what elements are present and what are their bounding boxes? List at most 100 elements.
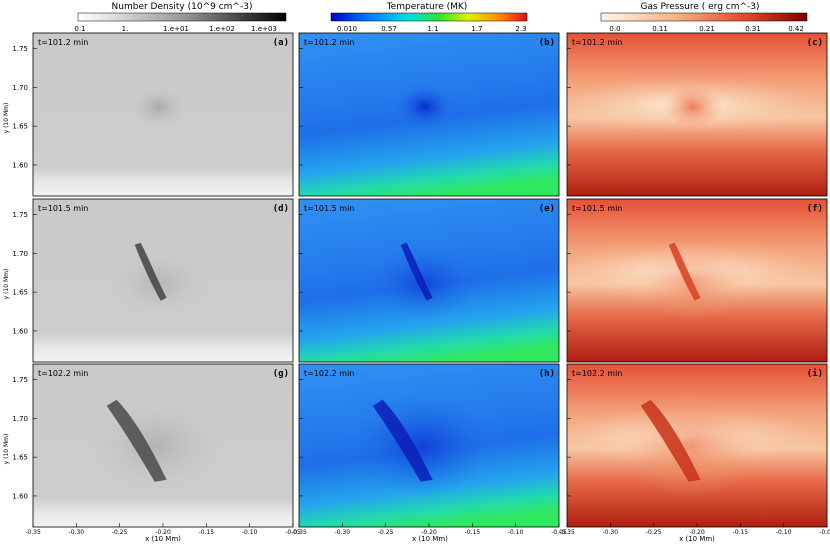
heatmap-panel: t=102.2 min (g) [32,363,294,528]
panel-time-label: t=101.2 min [572,38,622,47]
x-tick-label: -0.05 [285,529,301,536]
x-tick-label: -0.20 [689,529,705,536]
panel-frame [566,198,828,363]
x-tick-label: -0.10 [776,529,792,536]
panel-frame [298,32,560,197]
cb-temperature-tick: 1.7 [471,25,482,33]
heatmap-panel: t=101.2 min (b) [298,32,560,197]
heatmap-panel: t=101.2 min (c) [566,32,828,197]
panel-time-label: t=101.2 min [304,38,354,47]
colorbar-density: Number Density (10^9 cm^-3) 0.1 1. 1.e+0… [74,2,287,33]
y-tick-label: 1.75 [12,376,28,384]
cb-density-tick: 1.e+02 [209,25,235,33]
colorbar-density-title: Number Density (10^9 cm^-3) [112,2,253,12]
filament-feature [372,399,433,482]
y-tick-label: 1.65 [12,289,28,297]
x-tick-label: -0.15 [733,529,749,536]
panel-grid: t=101.2 min (a) t=101.2 min (b) t=101.2 min (… [32,32,828,528]
panel-frame [32,32,294,197]
y-axis-label: y (10 Mm) [3,269,10,300]
panel-letter-label: (c) [807,38,823,48]
filament-feature [400,242,433,301]
colorbar-pressure-title: Gas Pressure ( erg cm^-3) [640,2,759,12]
y-tick-label: 1.60 [12,492,28,500]
cb-temperature-tick: 1.1 [427,25,438,33]
heatmap-panel: t=102.2 min (h) [298,363,560,528]
y-tick-label: 1.70 [12,84,28,92]
heatmap-panel: t=101.5 min (f) [566,198,828,363]
cb-density-tick: 0.1 [74,25,85,33]
panel-frame [298,198,560,363]
panel-letter-label: (g) [273,369,289,379]
blob-feature [662,84,723,129]
x-tick-label: -0.30 [335,529,351,536]
panel-frame [32,198,294,363]
panel-letter-label: (d) [273,204,289,214]
x-tick-label: -0.15 [199,529,215,536]
cb-pressure-tick: 0.21 [699,25,715,33]
filament-feature [668,242,701,301]
cb-pressure-tick: 0.31 [745,25,761,33]
x-tick-label: -0.25 [646,529,662,536]
panel-time-label: t=101.5 min [304,204,354,213]
cb-pressure-tick: 0.0 [609,25,620,33]
colorbar-pressure: Gas Pressure ( erg cm^-3) 0.0 0.11 0.21 … [600,2,808,33]
halo-feature [86,393,227,498]
halo-feature [620,393,761,498]
x-tick-label: -0.10 [508,529,524,536]
cb-pressure-tick: 0.11 [652,25,668,33]
x-tick-label: -0.10 [242,529,258,536]
y-axis-label: y (10 Mm) [3,103,10,134]
filament-feature [134,242,167,301]
panel-letter-label: (i) [807,368,823,379]
cb-temperature-tick: 0.010 [337,25,357,33]
panel-time-label: t=101.5 min [572,204,622,213]
x-axis-label: x (10 Mm) [412,535,448,543]
panel-time-label: t=102.2 min [572,369,622,378]
x-tick-label: -0.05 [819,529,830,536]
x-axis: -0.35 -0.30 -0.25 -0.20 -0.15 -0.10 -0.05-0.35… [25,529,830,536]
colorbar-temperature-title: Temperature (MK) [386,2,468,12]
cb-temperature-tick: 2.3 [515,25,526,33]
heatmap-panel: t=101.2 min (a) [32,32,294,197]
panel-letter-label: (a) [273,38,289,48]
x-axis-label: x (10 Mm) [145,535,181,543]
panel-time-label: t=101.5 min [38,204,88,213]
y-tick-label: 1.70 [12,250,28,258]
y-tick-label: 1.60 [12,327,28,335]
x-tick-label: -0.35 [291,529,307,536]
x-tick-label: -0.30 [69,529,85,536]
x-tick-label: -0.15 [465,529,481,536]
y-tick-label: 1.65 [12,454,28,462]
panel-letter-label: (f) [807,204,823,214]
y-axes: 1.60 1.65 1.70 1.75 y (10 Mm) 1.60 1.65 1.70 1.7… [3,45,28,500]
panel-letter-label: (b) [539,38,555,48]
cb-temperature-tick: 0.57 [381,25,397,33]
blob-feature [394,84,455,129]
x-tick-label: -0.25 [112,529,128,536]
cb-density-tick: 1.e+01 [163,25,189,33]
heatmap-panel: t=101.5 min (d) [32,198,294,363]
x-tick-label: -0.05 [551,529,567,536]
panel-letter-label: (e) [539,204,555,214]
panel-time-label: t=101.2 min [38,38,88,47]
x-tick-label: -0.25 [378,529,394,536]
cb-pressure-tick: 0.42 [788,25,804,33]
colorbar-temperature: Temperature (MK) 0.010 0.57 1.1 1.7 2.3 [330,2,528,33]
y-tick-label: 1.70 [12,415,28,423]
panel-letter-label: (h) [539,369,555,379]
x-tick-label: -0.30 [603,529,619,536]
cb-density-tick: 1. [122,25,129,33]
heatmap-panel: t=102.2 min (i) [566,363,828,528]
y-tick-label: 1.60 [12,161,28,169]
filament-feature [106,399,167,482]
y-tick-label: 1.65 [12,123,28,131]
cb-density-tick: 1.e+03 [251,25,277,33]
y-axis-label: y (10 Mm) [3,434,10,465]
panel-time-label: t=102.2 min [38,369,88,378]
y-tick-label: 1.75 [12,45,28,53]
heatmap-panel: t=101.5 min (e) [298,198,560,363]
filament-feature [640,399,701,482]
x-tick-label: -0.35 [25,529,41,536]
